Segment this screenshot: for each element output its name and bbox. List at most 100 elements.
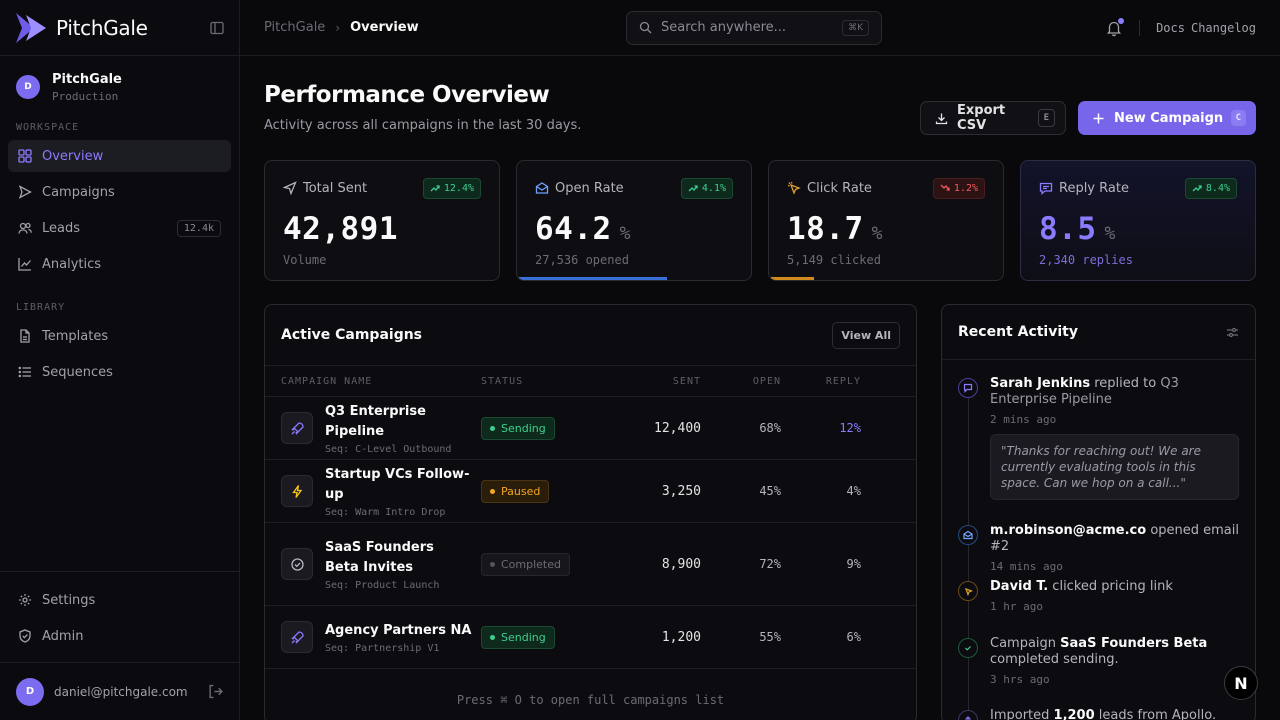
activity-item[interactable]: m.robinson@acme.co opened email #2 14 mi… [958,523,1239,573]
breadcrumb-item-root[interactable]: PitchGale [264,20,326,35]
column-header[interactable]: REPLY [825,375,861,387]
trend-up-icon [430,185,440,192]
active-campaigns-panel: Active Campaigns View All CAMPAIGN NAME … [264,304,917,720]
activity-item[interactable]: David T. clicked pricing link 1 hr ago [958,579,1239,613]
column-header[interactable]: STATUS [481,375,524,387]
file-icon [20,329,30,343]
sidebar-item-label: Admin [42,628,84,644]
user-profile[interactable]: D daniel@pitchgale.com [0,662,239,720]
export-csv-button[interactable]: Export CSV E [920,101,1066,135]
notification-dot [1118,17,1125,24]
sidebar-item-overview[interactable]: Overview [8,140,231,172]
page-title: Performance Overview [264,82,550,108]
search-bar[interactable]: ⌘K [626,10,882,45]
stat-value: 8.5 [1039,211,1097,247]
stat-unit: % [1104,223,1116,244]
status-label: Sending [501,630,546,644]
status-badge: Sending [481,625,555,649]
status-label: Sending [501,421,546,435]
stat-card-click-rate[interactable]: Click Rate 1.2% 18.7% 5,149 clicked [768,160,1004,281]
sidebar-toggle-icon[interactable] [209,20,225,36]
cursor-click-icon [787,181,801,195]
sidebar-item-sequences[interactable]: Sequences [8,356,231,388]
notifications-button[interactable] [1105,17,1125,37]
filter-icon[interactable] [1226,326,1239,339]
panel-title: Recent Activity [958,324,1078,340]
activity-item[interactable]: Sarah Jenkins replied to Q3 Enterprise P… [958,376,1239,500]
sidebar-bottom: Settings Admin [0,571,239,652]
stat-card-open-rate[interactable]: Open Rate 4.1% 64.2% 27,536 opened [516,160,752,281]
table-footer-hint: Press ⌘ O to open full campaigns list [265,677,916,720]
sidebar-item-analytics[interactable]: Analytics [8,248,231,280]
cursor-click-icon [958,581,978,601]
docs-link[interactable]: Docs [1156,20,1185,35]
column-header[interactable]: SENT [672,375,701,387]
chevron-right-icon: › [335,20,341,35]
stat-unit: % [619,223,631,244]
check-circle-icon [958,638,978,658]
campaign-sequence: Seq: Warm Intro Drop [325,506,446,518]
stat-value: 18.7 [787,211,864,247]
sidebar-item-templates[interactable]: Templates [8,320,231,352]
new-campaign-button[interactable]: New Campaign C [1078,101,1256,135]
page-header: Performance Overview Activity across all… [264,56,1256,160]
reply-value: 9% [846,557,861,571]
sidebar-item-admin[interactable]: Admin [8,620,231,652]
table-header: CAMPAIGN NAME STATUS SENT OPEN REPLY [265,366,916,397]
table-row[interactable]: SaaS Founders Beta Invites Seq: Product L… [265,523,916,606]
activity-item[interactable]: Campaign SaaS Founders Beta completed se… [958,636,1239,686]
logo-icon [16,12,46,43]
new-campaign-shortcut: C [1230,110,1246,126]
activity-item[interactable]: Imported 1,200 leads from Apollo. [958,708,1239,720]
sidebar-item-label: Templates [42,328,109,344]
sidebar-item-settings[interactable]: Settings [8,584,231,616]
stat-delta-value: 4.1% [701,182,726,194]
sidebar-item-campaigns[interactable]: Campaigns [8,176,231,208]
plus-icon [1093,113,1104,123]
stat-card-total-sent[interactable]: Total Sent 12.4% 42,891 Volume [264,160,500,281]
table-row[interactable]: Agency Partners NA Seq: Partnership V1 Se… [265,606,916,669]
stat-label: Click Rate [807,180,872,196]
stat-card-reply-rate[interactable]: Reply Rate 8.4% 8.5% 2,340 replies [1020,160,1256,281]
campaign-sequence: Seq: Product Launch [325,579,440,591]
stat-footnote: 27,536 opened [535,253,629,267]
reply-quote: "Thanks for reaching out! We are current… [990,434,1239,500]
timeline-line [968,385,969,720]
check-circle-icon [281,548,313,580]
open-value: 72% [759,557,781,571]
topbar: PitchGale › Overview ⌘K Docs Changelog [240,0,1280,56]
campaign-name: SaaS Founders Beta Invites [325,539,434,575]
trend-up-icon [688,185,698,192]
table-row[interactable]: Startup VCs Follow-up Seq: Warm Intro Dro… [265,460,916,523]
progress-fill [771,277,814,280]
next-dev-indicator-icon[interactable]: N [1224,666,1258,700]
sidebar-item-leads[interactable]: Leads 12.4k [8,212,231,244]
activity-time: 2 mins ago [990,413,1057,426]
activity-text: Campaign SaaS Founders Beta completed se… [990,636,1208,667]
reply-icon [958,378,978,398]
open-rate-progress-bar [519,277,749,280]
column-header[interactable]: CAMPAIGN NAME [281,375,373,387]
chart-line-icon [18,258,31,271]
workspace-switcher[interactable]: D PitchGale Production [0,56,239,118]
changelog-link[interactable]: Changelog [1190,20,1256,35]
activity-text: Sarah Jenkins replied to Q3 Enterprise P… [990,376,1179,407]
click-rate-progress-bar [771,277,1001,280]
open-value: 45% [759,484,781,498]
user-email: daniel@pitchgale.com [54,684,188,699]
view-all-button[interactable]: View All [832,321,900,349]
export-shortcut: E [1037,109,1055,127]
activity-time: 3 hrs ago [990,673,1050,686]
logout-icon[interactable] [208,684,223,699]
grid-icon [18,149,32,163]
open-value: 55% [759,630,781,644]
sent-value: 3,250 [661,483,701,499]
sidebar-item-label: Analytics [42,256,102,272]
column-header[interactable]: OPEN [752,375,781,387]
campaign-name: Q3 Enterprise Pipeline [325,403,426,439]
table-row[interactable]: Q3 Enterprise Pipeline Seq: C-Level Outbo… [265,397,916,460]
reply-value: 12% [839,421,861,435]
campaign-name: Agency Partners NA [325,622,472,638]
search-input[interactable] [661,20,843,35]
stat-footnote: Volume [283,253,327,267]
